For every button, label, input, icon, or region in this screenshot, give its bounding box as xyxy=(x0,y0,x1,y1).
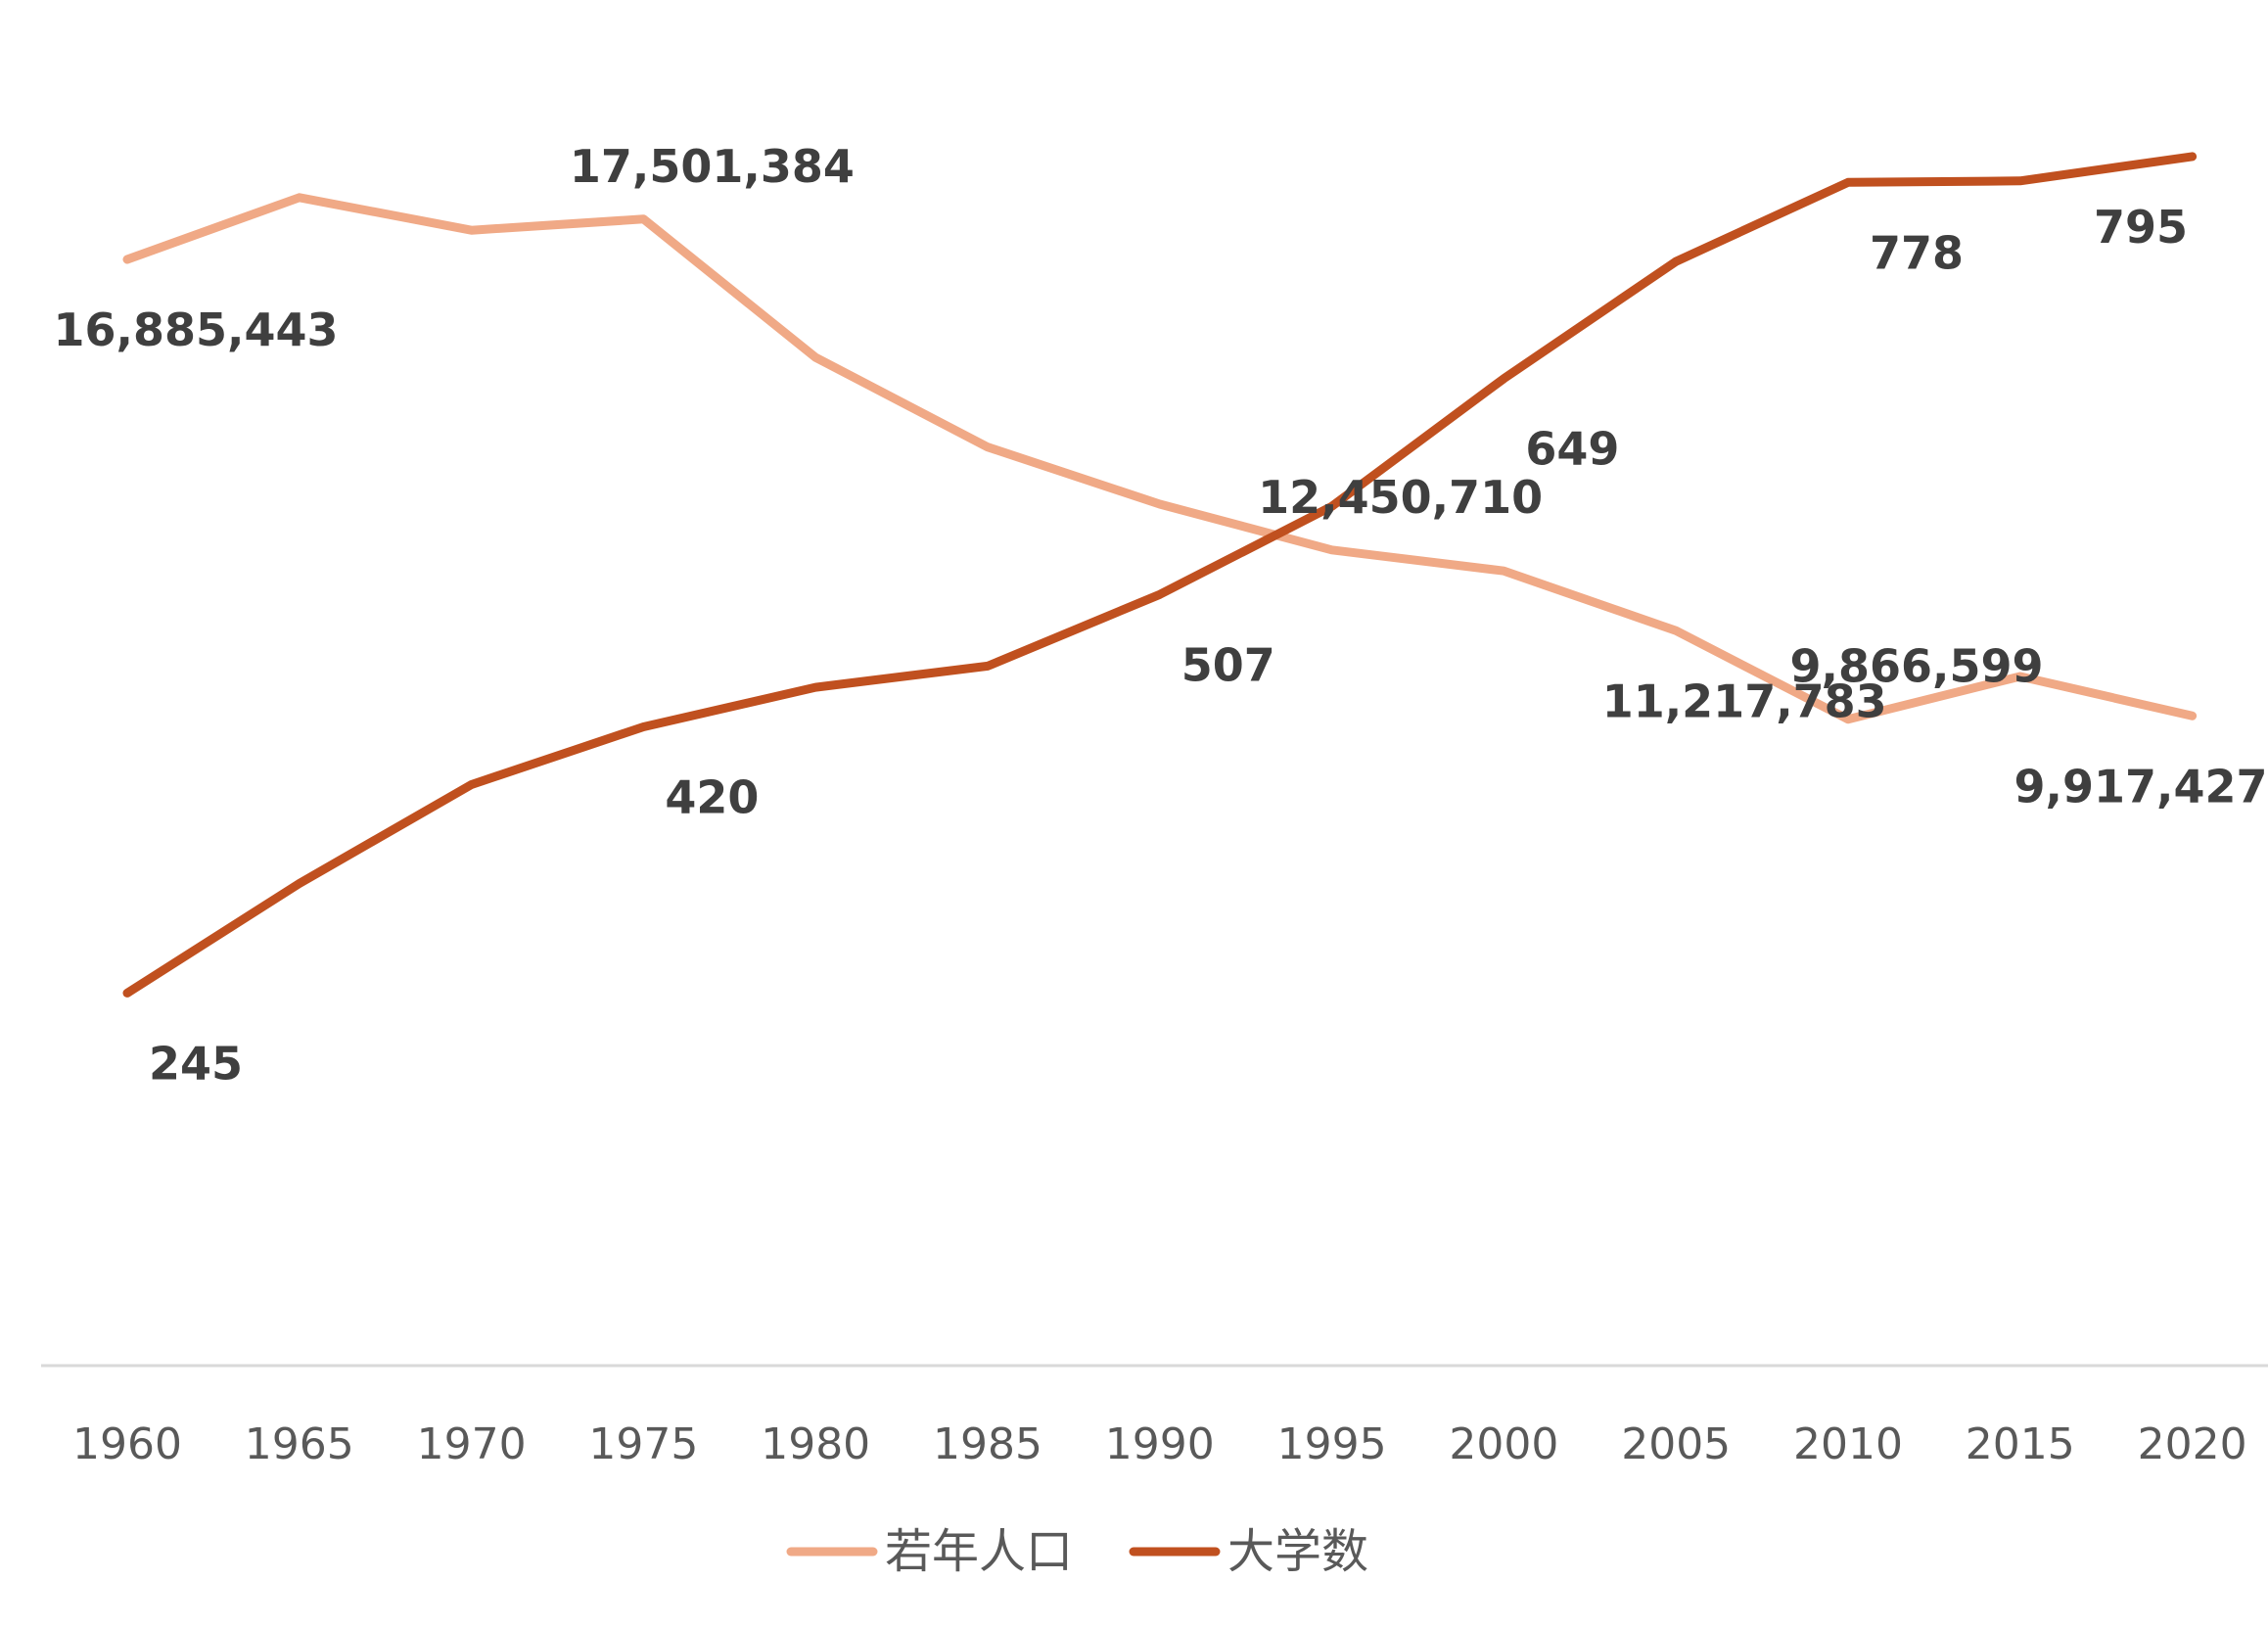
x-tick-label: 1985 xyxy=(933,1419,1042,1469)
x-tick-label: 1965 xyxy=(245,1419,354,1469)
series-line-0 xyxy=(122,193,2198,724)
data-label: 795 xyxy=(2094,201,2188,254)
data-label: 778 xyxy=(1870,226,1964,279)
data-labels: 16,885,443 17,501,384 12,450,710 11,217,783… xyxy=(53,140,2267,1091)
x-tick-label: 1980 xyxy=(761,1419,870,1469)
legend-item-universities: 大学数 xyxy=(1129,1524,1368,1579)
x-tick-labels: 1960 1965 1970 1975 1980 1985 1990 1995 2000 2005… xyxy=(72,1419,2247,1469)
x-tick-label: 2000 xyxy=(1449,1419,1558,1469)
x-tick-label: 2015 xyxy=(1966,1419,2075,1469)
x-tick-label: 1975 xyxy=(588,1419,698,1469)
x-tick-label: 2020 xyxy=(2138,1419,2247,1469)
series-lines xyxy=(122,152,2198,998)
x-tick-label: 1970 xyxy=(417,1419,527,1469)
series-line-1 xyxy=(122,152,2198,998)
data-label: 649 xyxy=(1525,423,1619,476)
data-label: 12,450,710 xyxy=(1258,471,1543,524)
data-label: 9,866,599 xyxy=(1790,640,2044,693)
x-tick-label: 2010 xyxy=(1793,1419,1903,1469)
x-tick-label: 1990 xyxy=(1105,1419,1215,1469)
x-tick-label: 1960 xyxy=(72,1419,182,1469)
legend-label-universities: 大学数 xyxy=(1227,1524,1368,1579)
x-tick-label: 1995 xyxy=(1277,1419,1387,1469)
data-label: 420 xyxy=(665,771,759,824)
data-label: 9,917,427 xyxy=(2014,760,2268,813)
legend-label-population: 若年人口 xyxy=(885,1524,1073,1579)
x-tick-label: 2005 xyxy=(1621,1419,1731,1469)
data-label: 11,217,783 xyxy=(1602,674,1887,727)
data-label: 16,885,443 xyxy=(53,303,338,356)
legend-item-population: 若年人口 xyxy=(786,1524,1073,1579)
data-label: 17,501,384 xyxy=(570,140,855,193)
data-label: 507 xyxy=(1181,638,1275,691)
data-label: 245 xyxy=(149,1037,243,1090)
legend: 若年人口 大学数 xyxy=(786,1524,1368,1579)
